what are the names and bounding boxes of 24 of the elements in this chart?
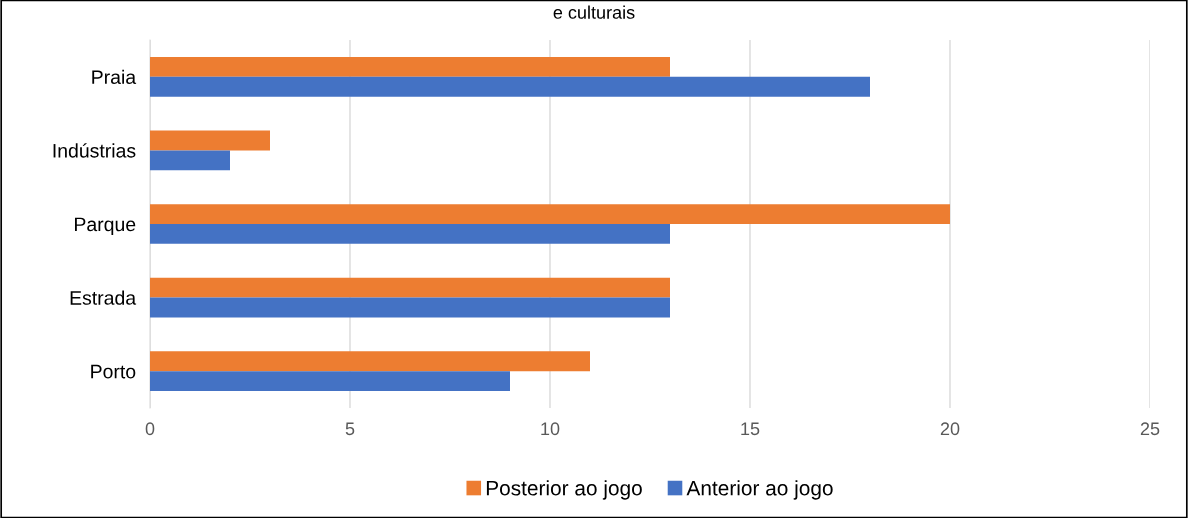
x-tick-label: 0: [145, 422, 155, 436]
bar: [150, 277, 670, 298]
legend-label: Posterior ao jogo: [486, 480, 642, 500]
x-tick-label: 20: [940, 422, 960, 436]
x-tick-label: 25: [1140, 422, 1160, 436]
bar: [150, 76, 870, 97]
legend-label: Anterior ao jogo: [686, 480, 833, 500]
y-tick-label: Praia: [92, 69, 137, 85]
x-tick-label: 15: [741, 422, 760, 436]
bar: [150, 56, 670, 77]
y-tick-label: Estrada: [70, 290, 137, 305]
chart-title: e culturais: [553, 5, 635, 19]
bar: [150, 204, 950, 224]
bar: [150, 351, 590, 372]
y-tick-label: Porto: [91, 364, 136, 379]
x-tick-label: 10: [541, 422, 560, 436]
bar: [150, 150, 230, 171]
bar: [150, 371, 510, 392]
x-tick-label: 5: [345, 422, 355, 436]
bar: [150, 224, 670, 244]
bar: [150, 130, 270, 151]
y-tick-label: Parque: [75, 217, 136, 236]
bar: [150, 297, 670, 318]
y-tick-label: Indústrias: [53, 143, 136, 158]
